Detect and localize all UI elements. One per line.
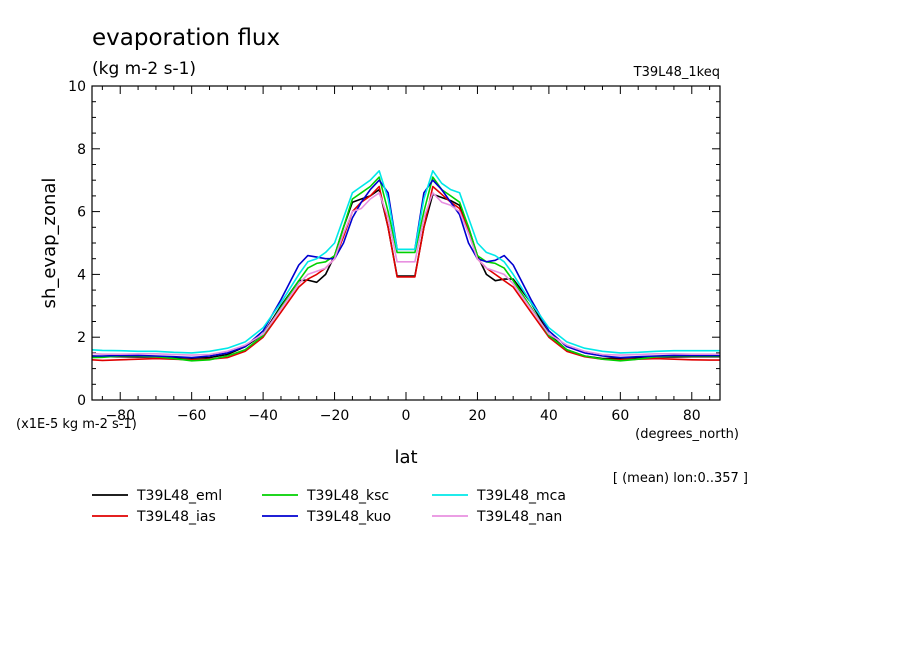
y-tick-label: 6: [77, 205, 86, 221]
y-tick-label: 10: [68, 79, 86, 95]
series-line-T39L48_eml: [91, 188, 720, 360]
x-tick-labels: −80 −60 −40 −20 0 20 40 60 80: [105, 408, 700, 424]
legend-label: T39L48_ksc: [306, 488, 389, 504]
legend: T39L48_eml T39L48_ias T39L48_ksc T39L48_kuo…: [92, 488, 566, 525]
y-tick-label: 8: [77, 142, 86, 158]
series-line-T39L48_ksc: [91, 176, 720, 362]
series-line-T39L48_mca: [91, 170, 720, 354]
y-tick-label: 4: [77, 267, 86, 283]
legend-label: T39L48_ias: [136, 509, 216, 525]
x-tick-label: 20: [469, 408, 487, 424]
series-line-T39L48_kuo: [92, 179, 720, 359]
x-unit-note: (degrees_north): [635, 427, 739, 442]
x-tick-label: 80: [683, 408, 701, 424]
y-axis-label: sh_evap_zonal: [39, 178, 60, 309]
x-tick-label: 60: [611, 408, 629, 424]
y-tick-label: 0: [77, 393, 86, 409]
mean-note: [ (mean) lon:0..357 ]: [613, 471, 748, 486]
legend-label: T39L48_mca: [476, 488, 566, 504]
x-axis-label: lat: [394, 447, 417, 468]
plot-frame: [91, 85, 721, 401]
y-tick-label: 2: [77, 330, 86, 346]
legend-label: T39L48_kuo: [306, 509, 391, 525]
x-tick-label: −60: [177, 408, 207, 424]
x-tick-label: −40: [248, 408, 278, 424]
series-lines: [91, 170, 720, 362]
x-tick-label: −80: [105, 408, 135, 424]
y-tick-labels: 0 2 4 6 8 10: [68, 79, 86, 409]
chart-title: evaporation flux: [92, 25, 280, 51]
x-tick-label: 40: [540, 408, 558, 424]
x-tick-label: 0: [402, 408, 411, 424]
x-tick-label: −20: [320, 408, 350, 424]
chart-units: (kg m-2 s-1): [92, 59, 196, 79]
legend-label: T39L48_nan: [476, 509, 562, 525]
run-id-label: T39L48_1keq: [633, 65, 720, 80]
axis-ticks: [92, 85, 720, 401]
series-line-T39L48_ias: [91, 185, 720, 362]
y-scale-note: (x1E-5 kg m-2 s-1): [16, 417, 137, 432]
series-line-T39L48_nan: [91, 192, 720, 356]
legend-label: T39L48_eml: [136, 488, 222, 504]
